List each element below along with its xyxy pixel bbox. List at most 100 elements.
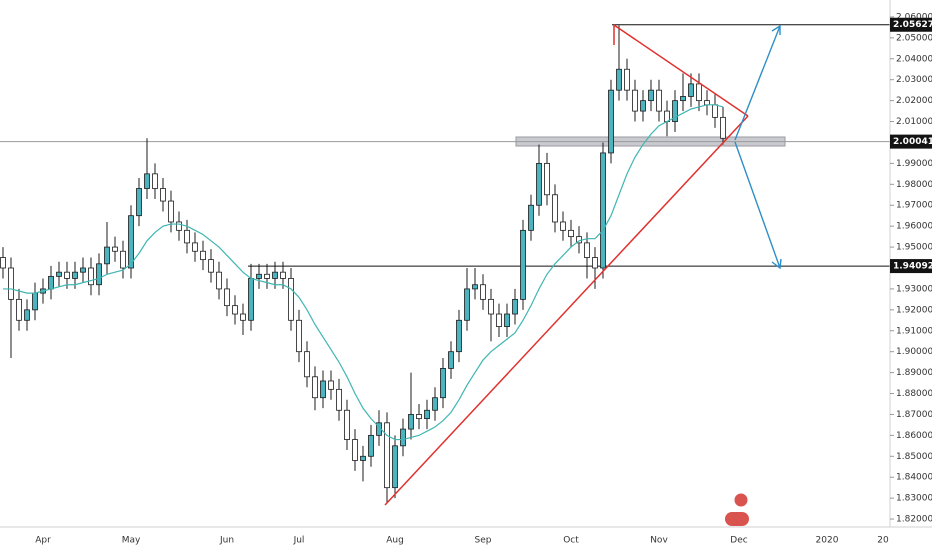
candle-body: [448, 351, 454, 369]
candle-body: [248, 278, 254, 321]
candle-body: [480, 284, 486, 300]
candle-body: [320, 380, 326, 399]
level-label: 2.05627: [893, 20, 932, 30]
candle-body: [656, 89, 662, 112]
candle-body: [696, 83, 702, 102]
x-tick-label: May: [122, 536, 141, 546]
candle-body: [296, 319, 302, 353]
y-tick-label: 1.98000: [896, 180, 932, 190]
candle-body: [112, 246, 118, 252]
candle-body: [720, 116, 726, 139]
trend-line: [384, 115, 749, 506]
candle-body: [544, 162, 550, 196]
arrow-up: [734, 25, 781, 141]
candle-body: [96, 263, 102, 286]
candle-body: [72, 271, 78, 279]
candle-body: [32, 292, 38, 311]
candle-body: [120, 250, 126, 269]
y-tick-label: 2.05000: [896, 33, 932, 43]
y-tick-label: 1.88000: [896, 389, 932, 399]
candle-body: [400, 428, 406, 447]
y-tick-label: 1.85000: [896, 452, 932, 462]
candle-body: [560, 221, 566, 231]
candle-body: [504, 313, 510, 327]
candle-body: [488, 298, 494, 315]
candle-body: [104, 246, 110, 265]
x-tick-label: Apr: [35, 536, 51, 546]
y-tick-label: 1.93000: [896, 284, 932, 294]
candle-body: [352, 439, 358, 461]
y-tick-label: 1.87000: [896, 410, 932, 420]
candle-body: [408, 414, 414, 430]
x-tick-label: Aug: [386, 536, 404, 546]
x-tick-label: Jun: [219, 536, 234, 546]
level-label: 1.94092: [893, 262, 932, 272]
event-badge: [725, 492, 749, 526]
arrow-down: [734, 141, 781, 269]
trend-line: [613, 24, 749, 117]
candle-body: [600, 152, 606, 269]
candle-body: [280, 271, 286, 279]
candle-body: [632, 89, 638, 112]
badge: [733, 492, 749, 508]
candle-body: [152, 173, 158, 189]
y-tick-label: 2.03000: [896, 75, 932, 85]
candle-body: [272, 271, 278, 279]
candle-body: [384, 422, 390, 489]
candle-body: [256, 273, 262, 279]
candle-body: [536, 162, 542, 206]
x-tick-label: Dec: [730, 536, 747, 546]
candle-body: [552, 194, 558, 223]
candle-body: [80, 267, 86, 273]
candle-body: [520, 229, 526, 300]
candle-body: [200, 250, 206, 261]
candle-body: [184, 229, 190, 244]
x-tick-label: 20: [877, 536, 889, 546]
candle-body: [16, 298, 22, 321]
candle-body: [88, 267, 94, 286]
candle-body: [232, 305, 238, 315]
level-label-box: [890, 17, 932, 32]
candle-body: [432, 397, 438, 411]
candle-body: [224, 288, 230, 307]
arrows: [734, 24, 782, 270]
level-label-box: [890, 259, 932, 274]
candle-body: [584, 242, 590, 258]
candle-body: [440, 368, 446, 399]
candle-body: [136, 188, 142, 217]
y-tick-label: 1.95000: [896, 243, 932, 253]
candle-body: [680, 96, 686, 102]
y-tick-label: 1.89000: [896, 368, 932, 378]
drawings-layer: [384, 24, 782, 526]
candle-body: [328, 380, 334, 390]
candle-body: [24, 309, 30, 321]
y-tick-label: 1.90000: [896, 347, 932, 357]
candle-body: [208, 259, 214, 273]
candle-body: [8, 267, 14, 300]
candle-body: [192, 242, 198, 252]
candle-body: [464, 288, 470, 321]
y-tick-label: 1.84000: [896, 473, 932, 483]
y-tick-label: 1.96000: [896, 222, 932, 232]
y-tick-label: 1.83000: [896, 494, 932, 504]
candle-body: [48, 275, 54, 290]
level-label: 2.00041: [893, 137, 932, 147]
candle-body: [648, 89, 654, 102]
candle-body: [416, 414, 422, 420]
candle-body: [240, 313, 246, 321]
candle-body: [568, 229, 574, 238]
arrow-head: [771, 24, 781, 35]
candle-body: [264, 273, 270, 279]
candle-body: [712, 104, 718, 118]
candle-body: [312, 376, 318, 399]
y-tick-label: 1.86000: [896, 431, 932, 441]
candle-body: [392, 445, 398, 489]
candle-body: [160, 188, 166, 202]
candle-body: [592, 257, 598, 269]
candle-body: [56, 271, 62, 277]
candle-body: [0, 257, 6, 269]
candle-body: [512, 298, 518, 315]
candle-body: [528, 204, 534, 231]
candle-body: [640, 100, 646, 112]
y-tick-label: 2.02000: [896, 96, 932, 106]
